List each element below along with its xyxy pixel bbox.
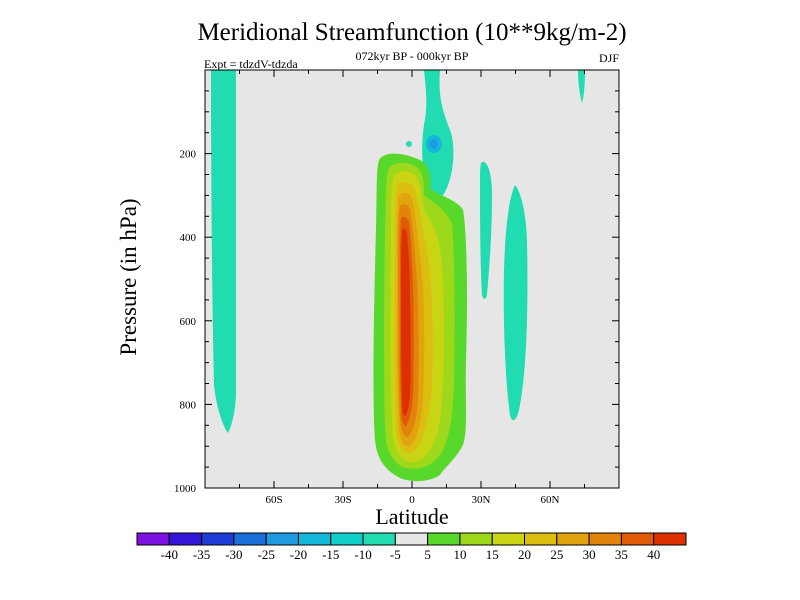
experiment-label: Expt = tdzdV-tdzda [204,57,298,71]
contour-upper-negative-core [430,139,438,149]
colorbar-swatch [297,532,332,546]
colorbar-swatch [620,532,655,546]
colorbar-swatch [491,532,526,546]
colorbar-label: -25 [258,547,275,562]
colorbar-label: 30 [583,547,596,562]
colorbar-swatch [653,532,687,546]
y-tick-label: 400 [180,232,197,244]
plot-area [204,69,620,489]
colorbar-swatch [394,532,429,546]
y-tick-label: 1000 [174,483,197,495]
contour-30N-negative-column [480,161,492,299]
contour-45N-negative-column [503,185,528,421]
colorbar-label: -5 [390,547,401,562]
colorbar-label: 25 [550,547,563,562]
x-tick-label: 60N [541,494,560,506]
colorbar: -40 -35 -30 -25 -20 -15 -10 -5 5 10 15 20 25 30 35 40 [136,532,687,562]
axes: 60S 30S 0 30N 60N 200 400 600 800 1000 [174,70,619,506]
contour-small-negative-speck [406,141,412,147]
colorbar-label: -10 [354,547,371,562]
colorbar-swatch [233,532,267,546]
colorbar-swatch [362,532,396,546]
season-label: DJF [599,51,619,65]
colorbar-swatch [427,532,461,546]
colorbar-label: 35 [615,547,628,562]
colorbar-swatch [201,532,235,546]
y-axis-label: Pressure (in hPa) [116,198,141,355]
colorbar-label: 15 [486,547,499,562]
colorbar-swatch [168,532,203,546]
y-tick-label: 200 [180,149,197,161]
x-axis-label: Latitude [375,504,448,529]
colorbar-label: 20 [518,547,531,562]
colorbar-label: 5 [424,547,431,562]
contour-upper-negative-outer [422,70,454,200]
colorbar-swatch [265,532,299,546]
colorbar-label: -30 [225,547,242,562]
colorbar-swatch [330,532,364,546]
contour-polar-negative-tip [578,70,585,103]
colorbar-label: -15 [322,547,339,562]
colorbar-label: -35 [193,547,210,562]
colorbar-swatch [524,532,558,546]
contour-equatorial-positive-40 [401,229,411,416]
x-tick-label: 30N [472,494,491,506]
chart-title: Meridional Streamfunction (10**9kg/m-2) [197,19,626,46]
colorbar-label: -20 [290,547,307,562]
x-tick-label: 0 [409,494,415,506]
contour-southern-negative-column [211,70,236,433]
chart-subtitle: 072kyr BP - 000kyr BP [356,49,469,63]
y-tick-label: 800 [180,399,197,411]
colorbar-label: 40 [647,547,660,562]
colorbar-label: 10 [453,547,466,562]
colorbar-swatch [588,532,622,546]
x-tick-label: 60S [265,494,282,506]
y-tick-label: 600 [180,316,197,328]
colorbar-swatch [459,532,493,546]
x-tick-label: 30S [334,494,351,506]
colorbar-swatch [136,532,170,546]
colorbar-swatch [556,532,590,546]
colorbar-label: -40 [161,547,178,562]
